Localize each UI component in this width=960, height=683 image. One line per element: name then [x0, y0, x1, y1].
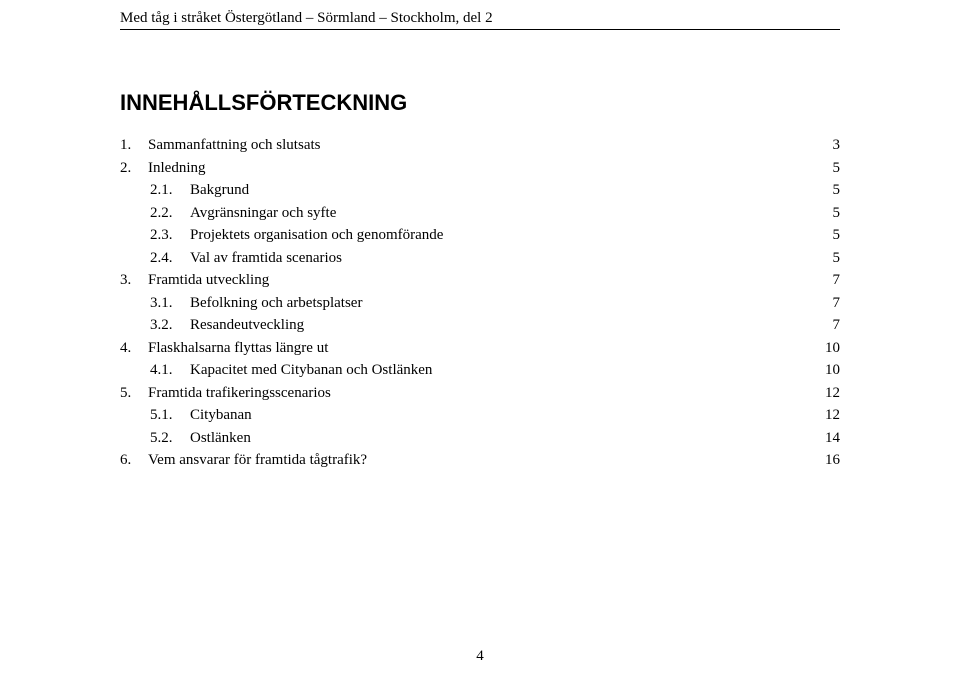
toc-row: 2.2.Avgränsningar och syfte 5 — [120, 202, 840, 225]
toc-entry-number: 2.2. — [150, 202, 186, 225]
toc-entry-page: 12 — [820, 382, 840, 405]
toc-entry-label: Bakgrund — [186, 179, 249, 202]
toc-row: 2.4.Val av framtida scenarios 5 — [120, 247, 840, 270]
toc-row: 4.Flaskhalsarna flyttas längre ut 10 — [120, 337, 840, 360]
toc-row: 5.1.Citybanan 12 — [120, 404, 840, 427]
toc-row: 3.1.Befolkning och arbetsplatser 7 — [120, 292, 840, 315]
toc-entry-number: 5.1. — [150, 404, 186, 427]
toc-entry-number: 4.1. — [150, 359, 186, 382]
toc-entry-number: 3. — [120, 269, 144, 292]
toc-entry-label: Flaskhalsarna flyttas längre ut — [144, 337, 328, 360]
toc-entry-label: Avgränsningar och syfte — [186, 202, 336, 225]
toc-entry-label: Vem ansvarar för framtida tågtrafik? — [144, 449, 367, 472]
toc-entry-number: 3.1. — [150, 292, 186, 315]
toc-entry-label: Framtida utveckling — [144, 269, 269, 292]
toc-row: 2.1.Bakgrund 5 — [120, 179, 840, 202]
toc-entry-page: 10 — [820, 359, 840, 382]
toc-entry-page: 3 — [820, 134, 840, 157]
toc-row: 3.Framtida utveckling 7 — [120, 269, 840, 292]
toc-entry-label: Citybanan — [186, 404, 252, 427]
toc-entry-label: Val av framtida scenarios — [186, 247, 342, 270]
toc-entry-page: 14 — [820, 427, 840, 450]
toc-entry-number: 5. — [120, 382, 144, 405]
toc-entry-page: 10 — [820, 337, 840, 360]
toc-row: 4.1.Kapacitet med Citybanan och Ostlänke… — [120, 359, 840, 382]
toc-row: 5.Framtida trafikeringsscenarios 12 — [120, 382, 840, 405]
toc-entry-number: 2.1. — [150, 179, 186, 202]
toc-entry-label: Sammanfattning och slutsats — [144, 134, 320, 157]
toc-entry-label: Kapacitet med Citybanan och Ostlänken — [186, 359, 432, 382]
toc-container: INNEHÅLLSFÖRTECKNING 1.Sammanfattning oc… — [120, 90, 840, 472]
toc-entry-page: 7 — [820, 314, 840, 337]
toc-entry-number: 1. — [120, 134, 144, 157]
toc-entry-number: 4. — [120, 337, 144, 360]
toc-entry-page: 16 — [820, 449, 840, 472]
toc-entry-number: 2.3. — [150, 224, 186, 247]
toc-entry-label: Ostlänken — [186, 427, 251, 450]
toc-entry-page: 12 — [820, 404, 840, 427]
running-header: Med tåg i stråket Östergötland – Sörmlan… — [120, 10, 840, 30]
toc-row: 6.Vem ansvarar för framtida tågtrafik? 16 — [120, 449, 840, 472]
toc-title: INNEHÅLLSFÖRTECKNING — [120, 90, 840, 116]
toc-entry-page: 5 — [820, 202, 840, 225]
toc-entry-number: 5.2. — [150, 427, 186, 450]
toc-row: 1.Sammanfattning och slutsats 3 — [120, 134, 840, 157]
toc-entry-number: 2.4. — [150, 247, 186, 270]
toc-row: 5.2.Ostlänken 14 — [120, 427, 840, 450]
running-header-text: Med tåg i stråket Östergötland – Sörmlan… — [120, 10, 493, 26]
toc-entry-number: 6. — [120, 449, 144, 472]
toc-row: 3.2.Resandeutveckling 7 — [120, 314, 840, 337]
toc-row: 2.3.Projektets organisation och genomför… — [120, 224, 840, 247]
toc-entry-page: 5 — [820, 179, 840, 202]
toc-entry-page: 7 — [820, 292, 840, 315]
toc-row: 2.Inledning 5 — [120, 157, 840, 180]
toc-entry-label: Projektets organisation och genomförande — [186, 224, 443, 247]
toc-entry-page: 5 — [820, 224, 840, 247]
toc-entry-page: 5 — [820, 247, 840, 270]
toc-entry-label: Resandeutveckling — [186, 314, 304, 337]
toc-entry-page: 5 — [820, 157, 840, 180]
toc-entry-label: Befolkning och arbetsplatser — [186, 292, 362, 315]
toc-entry-number: 3.2. — [150, 314, 186, 337]
toc-list: 1.Sammanfattning och slutsats32.Inlednin… — [120, 134, 840, 472]
toc-entry-page: 7 — [820, 269, 840, 292]
toc-entry-label: Framtida trafikeringsscenarios — [144, 382, 331, 405]
toc-entry-number: 2. — [120, 157, 144, 180]
document-page: Med tåg i stråket Östergötland – Sörmlan… — [0, 0, 960, 683]
page-number: 4 — [0, 648, 960, 665]
toc-entry-label: Inledning — [144, 157, 206, 180]
